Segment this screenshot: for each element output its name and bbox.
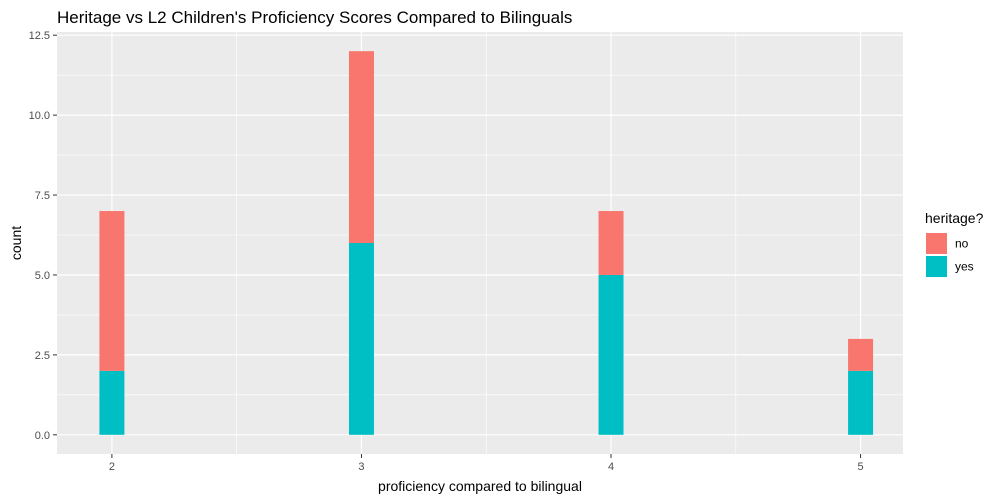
plot-panel <box>57 32 903 454</box>
bar-no-3 <box>348 51 374 243</box>
y-axis: 0.0 2.5 5.0 7.5 10.0 12.5 <box>29 30 57 442</box>
bar-yes-2 <box>99 370 125 435</box>
legend: heritage? no yes <box>925 210 984 277</box>
legend-swatch-no <box>926 233 947 254</box>
x-tick-label: 5 <box>858 461 864 473</box>
x-tick-label: 2 <box>109 461 115 473</box>
y-tick-label: 0.0 <box>35 430 50 442</box>
y-tick-label: 10.0 <box>29 110 50 122</box>
legend-title: heritage? <box>925 210 984 226</box>
y-tick-label: 7.5 <box>35 190 50 202</box>
x-axis-title: proficiency compared to bilingual <box>378 478 582 494</box>
bars-group <box>99 51 874 435</box>
minor-gridlines <box>57 32 903 454</box>
y-tick-label: 5.0 <box>35 270 50 282</box>
bar-yes-5 <box>848 370 874 435</box>
x-tick-label: 4 <box>608 461 614 473</box>
x-axis: 2 3 4 5 <box>109 454 864 473</box>
legend-label-no: no <box>955 237 969 251</box>
bar-yes-4 <box>598 274 624 435</box>
bar-no-4 <box>598 211 624 275</box>
y-axis-title: count <box>8 226 24 260</box>
bar-yes-3 <box>348 243 374 435</box>
legend-items: no yes <box>926 233 974 277</box>
x-tick-label: 3 <box>358 461 364 473</box>
legend-label-yes: yes <box>955 260 974 274</box>
bar-no-5 <box>848 338 874 371</box>
y-tick-label: 12.5 <box>29 30 50 42</box>
legend-swatch-yes <box>926 256 947 277</box>
y-tick-label: 2.5 <box>35 350 50 362</box>
chart-title: Heritage vs L2 Children's Proficiency Sc… <box>57 8 572 27</box>
bar-no-2 <box>99 211 125 371</box>
